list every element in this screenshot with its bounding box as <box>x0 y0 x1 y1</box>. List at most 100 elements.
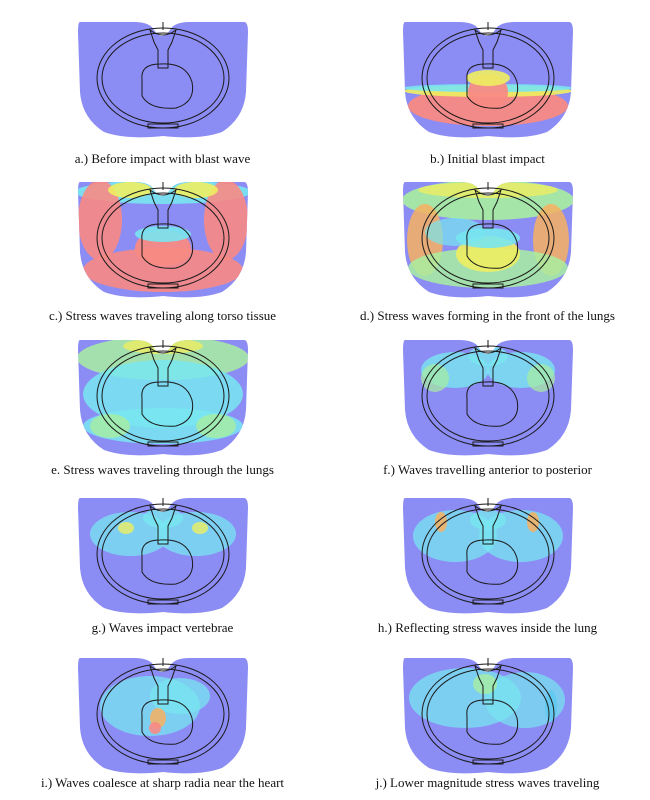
rib-cage-inner <box>101 508 225 600</box>
panel-h: h.) Reflecting stress waves inside the l… <box>325 476 650 636</box>
rib-cage-inner <box>426 350 550 442</box>
sternum-outline <box>149 188 177 229</box>
rib-cage-inner <box>426 32 550 124</box>
torso-section-d <box>403 182 573 298</box>
heart-outline <box>466 381 519 427</box>
caption-i: i.) Waves coalesce at sharp radia near t… <box>40 775 285 790</box>
stress-region <box>466 70 510 86</box>
vertebra-outline <box>472 759 504 765</box>
caption-f: f.) Waves travelling anterior to posteri… <box>383 462 592 477</box>
sternum-outline <box>149 504 177 545</box>
heart-outline <box>466 699 519 745</box>
heart-outline <box>141 223 194 269</box>
vertebra-outline <box>147 441 179 447</box>
stress-region <box>545 690 557 722</box>
stress-field <box>413 510 563 562</box>
stress-region <box>204 182 248 260</box>
vertebra-outline <box>472 283 504 289</box>
sternum-outline <box>474 188 502 229</box>
panel-d: d.) Stress waves forming in the front of… <box>325 160 650 323</box>
heart-outline <box>141 699 194 745</box>
sternum-outline <box>149 28 177 69</box>
stress-region <box>485 672 565 728</box>
vertebra-outline <box>147 123 179 129</box>
torso-section-g <box>78 498 248 614</box>
torso-section-j <box>403 658 573 774</box>
stress-region <box>143 508 183 528</box>
stress-field <box>100 676 210 736</box>
heart-outline <box>141 381 194 427</box>
torso-section-i <box>78 658 248 774</box>
stress-field <box>421 346 555 392</box>
stress-field <box>90 508 236 556</box>
heart-outline <box>141 63 194 109</box>
stress-region <box>527 512 539 532</box>
rib-cage-inner <box>101 32 225 124</box>
caption-b: b.) Initial blast impact <box>430 151 545 166</box>
sternum-outline <box>474 504 502 545</box>
caption-e: e. Stress waves traveling through the lu… <box>51 462 274 477</box>
torso-section-a <box>78 22 248 138</box>
panel-e: e. Stress waves traveling through the lu… <box>0 318 325 478</box>
caption-j: j.) Lower magnitude stress waves traveli… <box>375 775 600 790</box>
sternum-outline <box>474 664 502 705</box>
torso-section-h <box>403 498 573 614</box>
stress-region <box>135 226 191 242</box>
stress-region <box>527 364 555 392</box>
stress-region <box>468 346 508 366</box>
torso-body <box>78 22 248 138</box>
stress-region <box>108 182 152 198</box>
panel-b: b.) Initial blast impact <box>325 0 650 166</box>
panel-i: i.) Waves coalesce at sharp radia near t… <box>0 636 325 796</box>
stress-field <box>403 70 573 126</box>
rib-cage-inner <box>426 192 550 284</box>
panel-g: g.) Waves impact vertebrae <box>0 476 325 636</box>
stress-field <box>409 668 565 728</box>
stress-region <box>118 522 134 534</box>
sternum-outline <box>149 664 177 705</box>
stress-region <box>149 722 161 734</box>
caption-h: h.) Reflecting stress waves inside the l… <box>377 620 598 635</box>
rib-cage-inner <box>426 668 550 760</box>
torso-section-f <box>403 340 573 456</box>
heart-outline <box>466 539 519 585</box>
torso-section-e <box>78 340 248 456</box>
stress-region <box>78 182 122 260</box>
stress-region <box>470 510 506 530</box>
stress-region <box>192 522 208 534</box>
panel-a: a.) Before impact with blast wave <box>0 0 325 166</box>
torso-section-b <box>403 22 573 138</box>
rib-cage-inner <box>101 350 225 442</box>
vertebra-outline <box>147 599 179 605</box>
stress-field <box>78 182 248 292</box>
vertebra-outline <box>472 441 504 447</box>
caption-c: c.) Stress waves traveling along torso t… <box>48 308 277 323</box>
rib-cage-inner <box>426 508 550 600</box>
heart-outline <box>141 539 194 585</box>
stress-field <box>78 340 248 444</box>
caption-g: g.) Waves impact vertebrae <box>91 620 234 635</box>
rib-cage-inner <box>101 668 225 760</box>
stress-region <box>174 182 218 198</box>
sternum-outline <box>474 346 502 387</box>
caption-d: d.) Stress waves forming in the front of… <box>360 308 615 323</box>
stress-region <box>425 218 485 246</box>
vertebra-outline <box>472 599 504 605</box>
stress-region <box>150 678 210 714</box>
panel-j: j.) Lower magnitude stress waves traveli… <box>325 636 650 796</box>
panel-f: f.) Waves travelling anterior to posteri… <box>325 318 650 478</box>
sternum-outline <box>149 346 177 387</box>
rib-cage-inner <box>101 192 225 284</box>
caption-a: a.) Before impact with blast wave <box>74 151 251 166</box>
vertebra-outline <box>147 283 179 289</box>
heart-outline <box>466 223 519 269</box>
panel-c: c.) Stress waves traveling along torso t… <box>0 160 325 323</box>
torso-section-c <box>78 182 248 298</box>
stress-field <box>403 182 573 288</box>
vertebra-outline <box>147 759 179 765</box>
heart-outline <box>466 63 519 109</box>
vertebra-outline <box>472 123 504 129</box>
stress-region <box>421 364 449 392</box>
sternum-outline <box>474 28 502 69</box>
stress-region <box>83 248 243 292</box>
